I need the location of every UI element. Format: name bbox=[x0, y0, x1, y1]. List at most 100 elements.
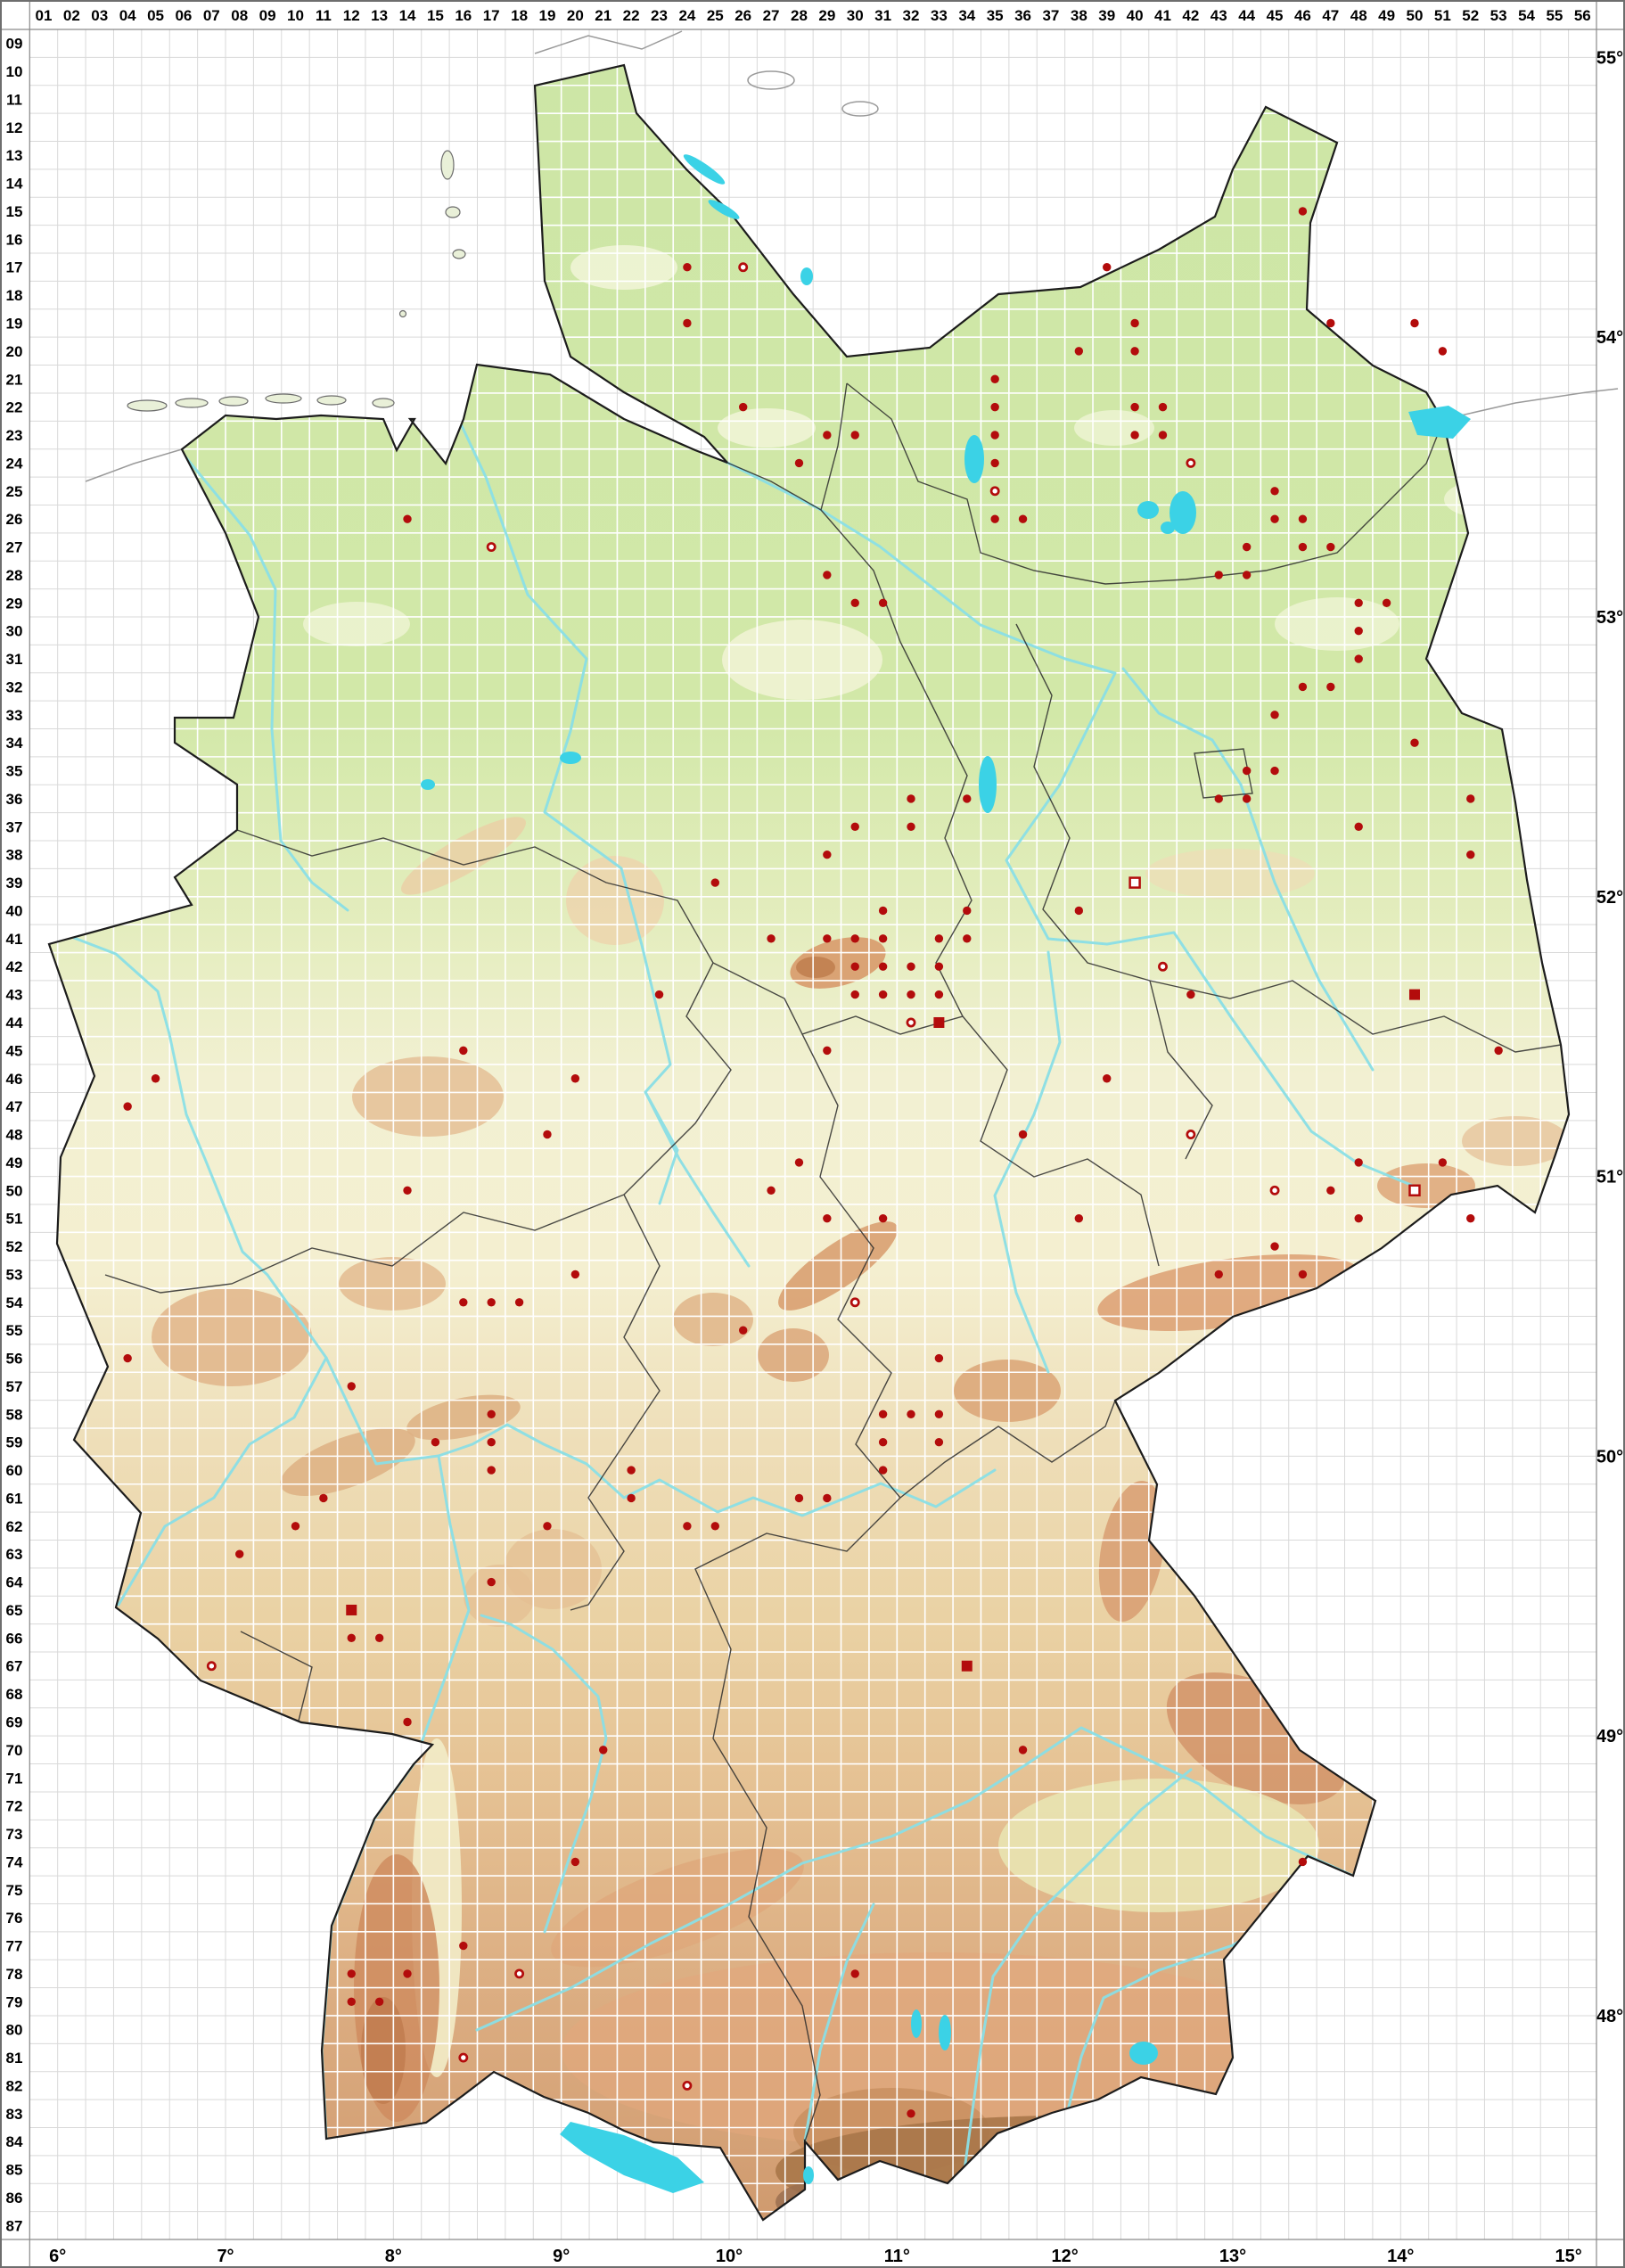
row-label-17: 17 bbox=[6, 259, 23, 276]
col-label-08: 08 bbox=[231, 7, 248, 24]
row-label-59: 59 bbox=[6, 1434, 23, 1451]
rivers bbox=[72, 382, 1419, 2172]
row-label-27: 27 bbox=[6, 539, 23, 556]
record-dot-filled bbox=[570, 1074, 580, 1083]
lat-label-49°: 49° bbox=[1596, 1727, 1623, 1746]
record-dot-filled bbox=[934, 1409, 944, 1419]
record-dot-filled bbox=[1270, 1242, 1279, 1251]
col-label-14: 14 bbox=[399, 7, 416, 24]
row-labels: 09 10 11 12 13 14 15 16 17 18 19 20 21 22 23 24 25 26 27 28… bbox=[6, 36, 23, 2235]
row-label-63: 63 bbox=[6, 1546, 23, 1563]
col-label-21: 21 bbox=[595, 7, 611, 24]
row-label-44: 44 bbox=[6, 1015, 23, 1031]
record-dot-filled bbox=[291, 1522, 300, 1531]
row-label-83: 83 bbox=[6, 2106, 23, 2123]
row-label-56: 56 bbox=[6, 1351, 23, 1368]
record-dot-filled bbox=[459, 1046, 468, 1056]
record-dot-filled bbox=[459, 1298, 468, 1307]
col-label-50: 50 bbox=[1407, 7, 1424, 24]
record-dot-filled bbox=[850, 1969, 859, 1978]
record-dot-filled bbox=[823, 571, 832, 579]
lat-label-55°: 55° bbox=[1596, 48, 1623, 68]
row-label-37: 37 bbox=[6, 818, 23, 835]
record-dot-open bbox=[206, 1661, 217, 1672]
record-dot-filled bbox=[403, 1717, 412, 1727]
row-label-46: 46 bbox=[6, 1071, 23, 1088]
row-label-22: 22 bbox=[6, 399, 23, 416]
row-label-11: 11 bbox=[6, 91, 22, 108]
row-label-55: 55 bbox=[6, 1322, 23, 1339]
row-label-48: 48 bbox=[6, 1127, 23, 1144]
lon-label-7°: 7° bbox=[217, 2247, 234, 2266]
record-dot-filled bbox=[599, 1746, 608, 1754]
row-label-62: 62 bbox=[6, 1518, 23, 1535]
row-label-53: 53 bbox=[6, 1266, 23, 1283]
record-dot-filled bbox=[487, 1437, 496, 1447]
record-dot-filled bbox=[319, 1493, 328, 1503]
col-label-45: 45 bbox=[1267, 7, 1284, 24]
record-dot-open bbox=[1158, 961, 1168, 972]
record-dot-filled bbox=[1214, 794, 1223, 803]
record-dot-filled bbox=[878, 906, 888, 916]
row-label-66: 66 bbox=[6, 1630, 23, 1647]
record-dot-filled bbox=[1242, 766, 1252, 776]
record-dot-filled bbox=[907, 794, 915, 803]
record-dot-filled bbox=[907, 1409, 915, 1419]
record-dot-filled bbox=[403, 1969, 412, 1978]
record-dot-filled bbox=[1242, 794, 1252, 803]
record-dot-filled bbox=[1018, 1746, 1028, 1754]
row-label-15: 15 bbox=[6, 203, 23, 220]
record-dot-open bbox=[989, 486, 1000, 497]
record-dot-filled bbox=[934, 962, 944, 971]
col-label-39: 39 bbox=[1098, 7, 1115, 24]
record-dot-filled bbox=[1074, 906, 1084, 916]
record-dot-filled bbox=[403, 1186, 412, 1195]
record-dot-filled bbox=[850, 822, 859, 832]
record-dot-filled bbox=[878, 962, 888, 971]
col-label-23: 23 bbox=[651, 7, 668, 24]
row-label-68: 68 bbox=[6, 1686, 23, 1703]
row-label-54: 54 bbox=[6, 1294, 23, 1311]
record-dot-filled bbox=[823, 1046, 832, 1056]
record-dot-filled bbox=[710, 1522, 719, 1531]
record-dot-filled bbox=[1326, 318, 1335, 328]
record-dot-filled bbox=[878, 934, 888, 943]
col-label-24: 24 bbox=[678, 7, 695, 24]
col-label-43: 43 bbox=[1211, 7, 1227, 24]
col-label-22: 22 bbox=[623, 7, 640, 24]
col-label-56: 56 bbox=[1574, 7, 1591, 24]
record-dot-filled bbox=[1074, 1213, 1084, 1223]
row-label-24: 24 bbox=[6, 455, 23, 472]
lon-label-10°: 10° bbox=[716, 2247, 743, 2266]
row-label-23: 23 bbox=[6, 427, 23, 444]
col-label-51: 51 bbox=[1434, 7, 1451, 24]
record-dot-filled bbox=[990, 402, 999, 412]
record-dot-filled bbox=[1130, 402, 1139, 412]
row-label-16: 16 bbox=[6, 231, 23, 248]
record-dot-filled bbox=[1494, 1046, 1503, 1056]
record-dot-filled bbox=[878, 1466, 888, 1475]
record-dot-filled bbox=[850, 934, 859, 943]
col-label-27: 27 bbox=[763, 7, 780, 24]
record-dot-filled bbox=[738, 402, 748, 412]
row-label-81: 81 bbox=[6, 2050, 23, 2067]
row-label-29: 29 bbox=[6, 595, 23, 612]
col-label-49: 49 bbox=[1378, 7, 1395, 24]
row-label-21: 21 bbox=[6, 371, 23, 388]
row-label-67: 67 bbox=[6, 1658, 23, 1675]
record-dot-filled bbox=[123, 1353, 132, 1363]
record-dot-filled bbox=[990, 458, 999, 468]
record-dot-filled bbox=[907, 990, 915, 999]
record-dot-filled bbox=[878, 598, 888, 607]
lon-label-6°: 6° bbox=[49, 2247, 66, 2266]
record-dot-filled bbox=[1354, 626, 1363, 636]
record-dot-filled bbox=[794, 1158, 804, 1167]
row-label-40: 40 bbox=[6, 902, 23, 919]
record-dot-filled bbox=[123, 1102, 132, 1111]
row-label-61: 61 bbox=[6, 1490, 23, 1507]
record-dot-filled bbox=[823, 1493, 832, 1503]
col-label-53: 53 bbox=[1490, 7, 1507, 24]
record-dot-filled bbox=[823, 934, 832, 943]
